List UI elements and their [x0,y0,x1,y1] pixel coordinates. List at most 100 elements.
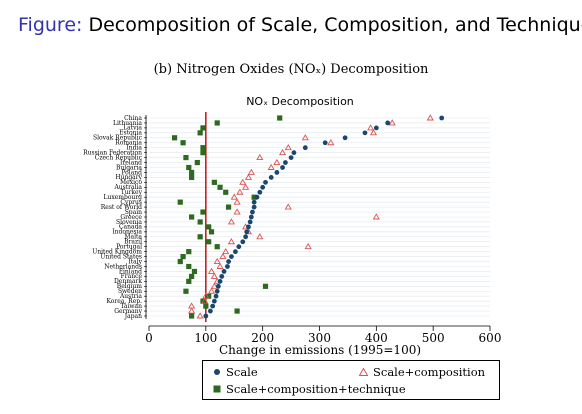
scale-composition-technique-point [186,164,192,171]
x-tick-label: 500 [422,331,445,345]
scale-composition-technique-point [189,174,195,180]
country-label: Canada [119,224,142,231]
axes: 0 100 200 300 400 500 600 [144,115,501,345]
scale-point [373,125,379,131]
legend-item-scale-composition-technique: Scale+composition+technique [213,382,406,396]
scale-composition-point [222,247,230,255]
country-label: Poland [121,169,142,176]
country-label: Cyprus [120,199,142,206]
scale-point [217,278,223,284]
country-label: Brazil [124,239,142,246]
x-tick-label: 400 [365,331,388,345]
scale-composition-point [207,287,216,294]
country-label: Romania [115,140,142,147]
legend-label-scale-composition: Scale+composition [373,365,486,379]
scale-composition-point [304,243,312,250]
scale-composition-point [284,203,292,210]
scale-composition-technique-point [208,229,215,235]
scale-point [225,264,230,269]
legend-circle-marker [214,369,220,375]
scale-composition-point [201,297,209,304]
country-label: Czech Republic [95,154,143,161]
country-label: Latvia [123,125,142,132]
country-label: Portugal [116,244,142,251]
slide-title: Figure: Decomposition of Scale, Composit… [18,14,582,36]
scale-composition-point [372,213,380,220]
scale-point [215,283,221,289]
scale-point [248,214,254,220]
country-label: Spain [125,209,142,216]
country-label: Finland [119,268,142,275]
gridlines [149,112,490,322]
scale-composition-technique-point [203,303,209,309]
scale-composition-point [301,134,309,141]
scale-composition-point [284,144,292,151]
x-tick-label: 100 [194,331,217,345]
scale-composition-technique-point [217,184,223,190]
scale-point [251,204,257,210]
scale-point [251,199,257,205]
scale-point [243,234,249,240]
legend-triangle-marker [359,368,368,376]
scale-composition-point [210,282,218,289]
scale-composition-point [278,148,287,156]
scale-composition-point [233,208,241,215]
scale-point [221,269,227,274]
scale-point [254,194,260,200]
country-label: Italy [128,258,142,265]
scale-composition-technique-point [197,130,203,136]
scale-composition-technique-point [189,169,195,176]
country-label: France [121,273,143,280]
scale-composition-point [247,168,255,175]
scale-point [385,120,391,126]
scale-composition-technique-point [277,115,283,121]
scale-point [210,303,216,309]
country-label: Turkey [121,189,143,196]
scale-composition-point [239,178,247,185]
scale-composition-technique-point [206,224,212,230]
scale-composition-point [196,312,204,319]
scale-point [211,298,217,304]
scale-composition-technique-point [194,159,200,166]
country-label: China [124,115,142,122]
country-label: Denmark [114,278,142,285]
legend-square-marker [213,385,221,393]
scale-point [322,140,328,146]
country-label: Japan [124,313,142,320]
country-label: Estonia [119,130,142,137]
legend-item-scale-composition: Scale+composition [359,365,485,379]
scale-composition-technique-point [177,258,183,265]
scale-composition-technique-point [197,219,203,225]
country-label: Lithuania [113,120,142,127]
scale-composition-technique-point [186,278,192,284]
country-label: Hungary [115,174,142,181]
country-label: Germany [114,308,142,315]
scale-point [246,224,251,230]
legend-label-scale: Scale [226,365,258,379]
scale-composition-technique-point [200,145,206,151]
scale-point [213,293,219,299]
scale-composition-technique-point [225,204,232,210]
country-label: Rest of World [101,204,142,211]
scale-composition-technique-point [262,283,269,289]
scale-point [236,244,242,250]
scale-point [250,209,255,215]
country-label: Luxembourg [104,194,143,201]
scale-point [288,155,294,161]
country-label: Mexico [120,179,142,186]
x-tick-label: 0 [145,331,153,345]
country-label: Greece [120,214,142,221]
slide-title-text: Decomposition of Scale, Composition, and… [88,14,582,36]
scale-point [260,184,266,190]
scale-point [439,115,445,121]
country-label: Australia [113,184,142,191]
scale-point [283,160,288,165]
country-label: Belgium [117,283,143,290]
country-label: United Kingdom [92,248,142,255]
scale-composition-technique-point [206,293,212,299]
country-label: India [126,145,142,152]
scale-composition-technique-point [200,150,206,156]
scale-composition-technique-point [171,135,178,141]
scale-point [229,254,234,259]
